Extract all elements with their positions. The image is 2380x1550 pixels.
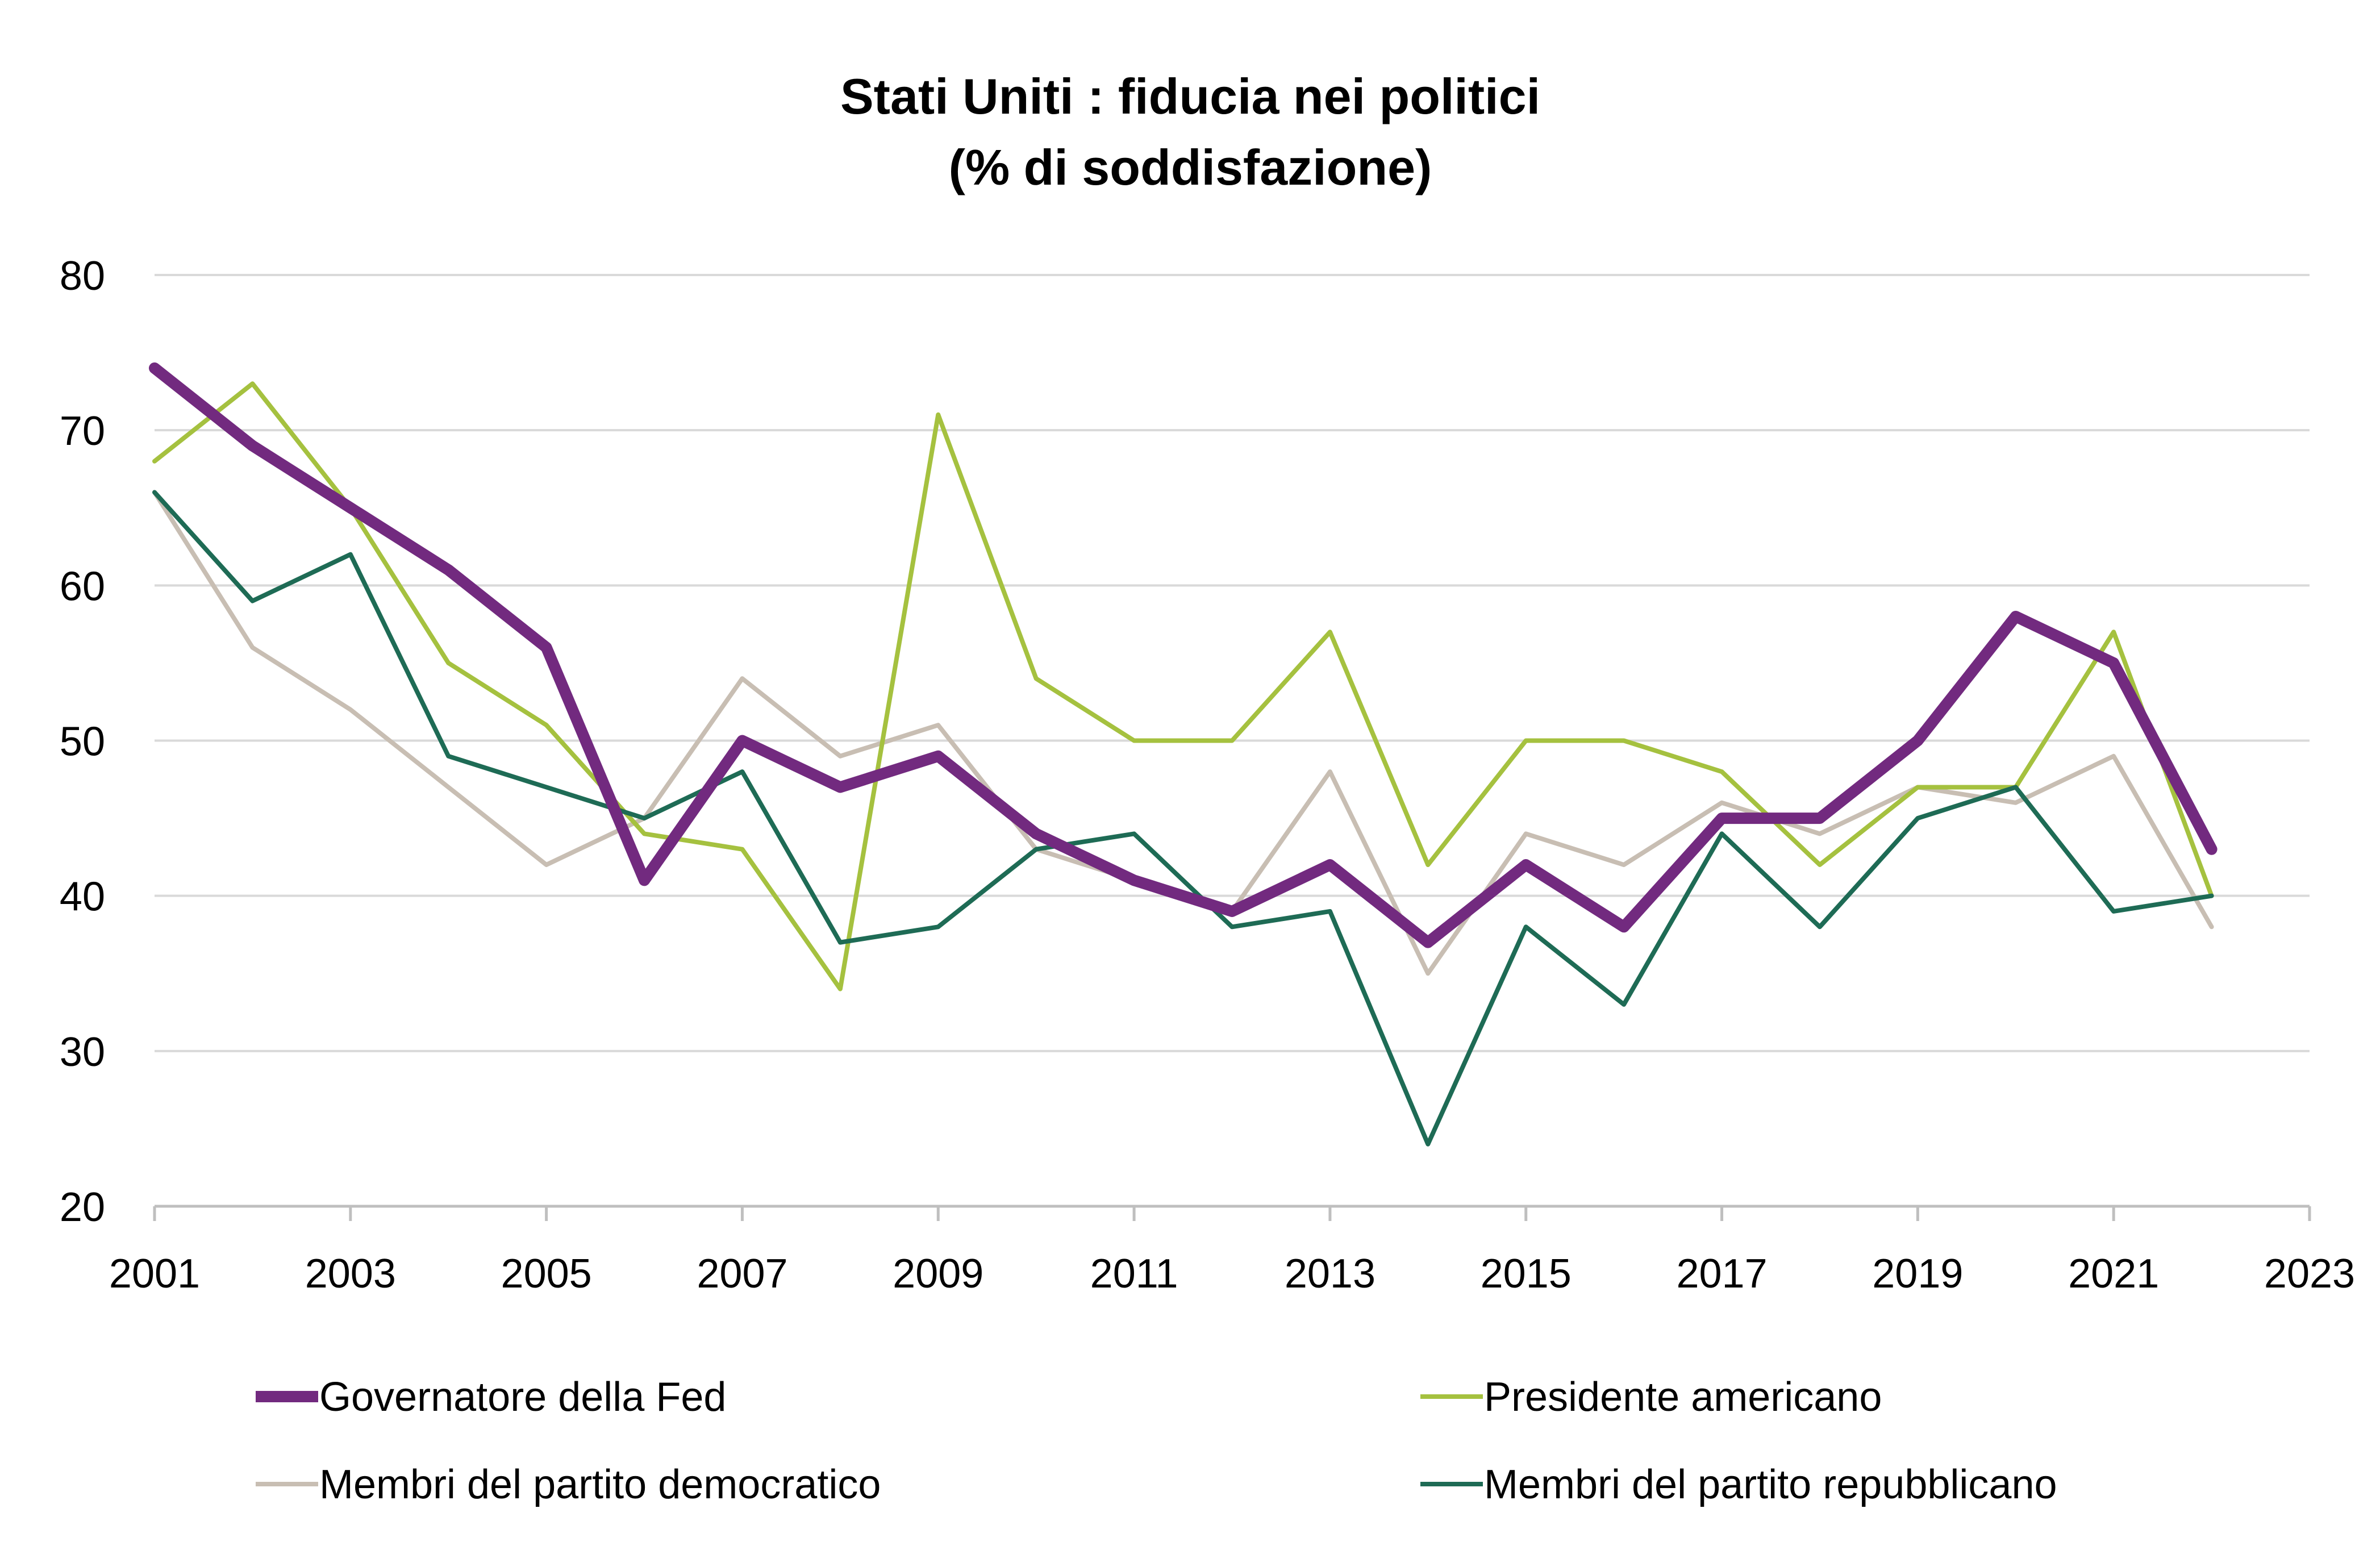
- chart-title: Stati Uniti : fiducia nei politici: [840, 68, 1540, 124]
- y-tick-label: 60: [60, 564, 105, 609]
- legend-label-2: Presidente americano: [1484, 1374, 1882, 1420]
- x-tick-label: 2021: [2068, 1251, 2159, 1297]
- legend-label-1: Governatore della Fed: [319, 1374, 726, 1420]
- x-tick-label: 2009: [893, 1251, 983, 1297]
- x-tick-label: 2015: [1481, 1251, 1572, 1297]
- x-tick-label: 2005: [501, 1251, 592, 1297]
- x-tick-label: 2011: [1090, 1251, 1178, 1297]
- x-axis: 20 30 40 50 60 70 80 2001 2003 2005 2007 2009 2011 20…: [60, 253, 2355, 1297]
- x-tick-label: 2003: [305, 1251, 396, 1297]
- x-tick-label: 2007: [697, 1251, 787, 1297]
- y-tick-label: 50: [60, 719, 105, 765]
- y-tick-label: 20: [60, 1185, 105, 1230]
- y-tick-label: 30: [60, 1030, 105, 1075]
- series-line-4: [152, 490, 2214, 1147]
- gridlines: [155, 274, 2310, 1052]
- series-line-2: [152, 381, 2214, 991]
- legend: Governatore della Fed Presidente american…: [256, 1374, 2057, 1507]
- y-tick-label: 80: [60, 253, 105, 299]
- series-line-1: [149, 362, 2218, 948]
- legend-label-3: Membri del partito democratico: [319, 1462, 881, 1507]
- x-tick-label: 2013: [1285, 1251, 1376, 1297]
- x-tick-label: 2001: [109, 1251, 200, 1297]
- y-tick-label: 70: [60, 409, 105, 454]
- x-tick-label: 2019: [1872, 1251, 1963, 1297]
- x-tick-label: 2023: [2264, 1251, 2355, 1297]
- legend-label-4: Membri del partito repubblicano: [1484, 1462, 2057, 1507]
- chart-subtitle: (% di soddisfazione): [949, 139, 1432, 195]
- y-tick-label: 40: [60, 874, 105, 920]
- series-lines: [149, 362, 2218, 1147]
- x-tick-label: 2017: [1676, 1251, 1767, 1297]
